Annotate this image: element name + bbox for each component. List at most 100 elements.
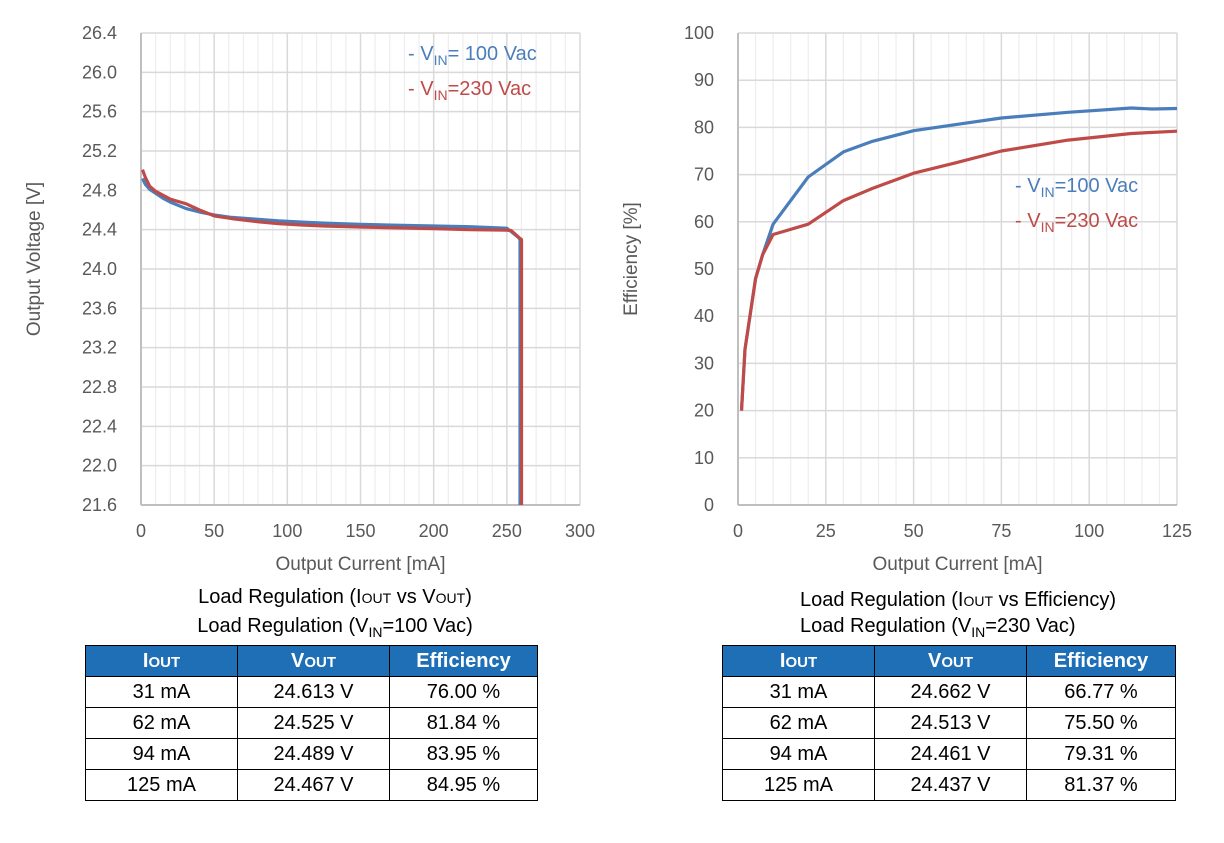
legend-entry-vin-230: - VIN=230 Vac	[408, 78, 531, 103]
header-efficiency: Efficiency	[389, 645, 538, 677]
cell-iout: 94 mA	[85, 738, 238, 770]
x-tick-label: 150	[345, 521, 375, 541]
x-tick-label: 75	[991, 521, 1011, 541]
y-tick-label: 23.6	[82, 298, 117, 318]
caption-text: vs	[391, 586, 423, 608]
x-tick-label: 50	[204, 521, 224, 541]
legend-text: - V	[1015, 210, 1041, 232]
caption-smallcaps: OUT	[963, 593, 994, 609]
header-text: I	[142, 649, 149, 672]
header-vout: VOUT	[874, 645, 1027, 677]
cell-vout: 24.489 V	[237, 738, 390, 770]
cell-vout: 24.525 V	[237, 707, 390, 739]
caption-subscript: IN	[368, 624, 383, 640]
table-row: 125 mA 24.467 V 84.95 %	[85, 769, 538, 801]
right-caption-line1: Load Regulation (IOUT vs Efficiency)	[722, 589, 1222, 612]
table-row: 125 mA 24.437 V 81.37 %	[722, 769, 1176, 801]
x-axis-label: Output Current [mA]	[275, 554, 445, 575]
x-tick-label: 50	[904, 521, 924, 541]
cell-efficiency: 76.00 %	[389, 676, 538, 708]
y-tick-label: 22.0	[82, 456, 117, 476]
x-tick-label: 0	[136, 521, 146, 541]
cell-efficiency: 75.50 %	[1026, 707, 1176, 739]
cell-efficiency: 79.31 %	[1026, 738, 1176, 770]
caption-text: )	[465, 586, 472, 608]
x-tick-label: 25	[816, 521, 836, 541]
cell-vout: 24.662 V	[874, 676, 1027, 708]
x-tick-label: 125	[1162, 521, 1192, 541]
legend-entry-vin-100: - VIN=100 Vac	[1015, 175, 1138, 200]
cell-vout: 24.461 V	[874, 738, 1027, 770]
table-header-row: IOUT VOUT Efficiency	[722, 645, 1176, 677]
y-tick-label: 40	[694, 306, 714, 326]
y-tick-label: 21.6	[82, 495, 117, 515]
load-regulation-table-100vac: IOUT VOUT Efficiency 31 mA 24.613 V 76.00 …	[85, 645, 538, 801]
legend-text: =230 Vac	[1055, 210, 1139, 232]
y-tick-label: 24.4	[82, 220, 117, 240]
y-tick-label: 22.4	[82, 416, 117, 436]
table-row: 94 mA 24.461 V 79.31 %	[722, 738, 1176, 770]
y-tick-label: 30	[694, 353, 714, 373]
header-smallcaps: OUT	[148, 653, 181, 671]
legend-subscript: IN	[434, 87, 448, 103]
cell-vout: 24.513 V	[874, 707, 1027, 739]
y-tick-label: 25.2	[82, 141, 117, 161]
efficiency-chart: 0 10 20 30 40 50 60 70 80 90 100 0 25 50 75 100 125 Outpu…	[621, 23, 1192, 575]
x-tick-label: 200	[419, 521, 449, 541]
series-line-vin-100	[739, 106, 1178, 411]
y-tick-label: 0	[704, 495, 714, 515]
y-tick-label: 100	[684, 23, 714, 43]
cell-iout: 62 mA	[85, 707, 238, 739]
header-iout: IOUT	[85, 645, 238, 677]
header-efficiency: Efficiency	[1026, 645, 1176, 677]
table-row: 62 mA 24.513 V 75.50 %	[722, 707, 1176, 739]
table-row: 62 mA 24.525 V 81.84 %	[85, 707, 538, 739]
caption-text: vs Efficiency)	[993, 589, 1117, 611]
header-text: V	[290, 649, 305, 672]
header-smallcaps: OUT	[941, 653, 973, 671]
caption-text: I	[356, 586, 362, 608]
y-tick-label: 80	[694, 117, 714, 137]
x-tick-label: 100	[272, 521, 302, 541]
series-line-vin-230	[739, 129, 1178, 411]
header-smallcaps: OUT	[304, 653, 336, 671]
header-iout: IOUT	[722, 645, 875, 677]
load-regulation-table-230vac: IOUT VOUT Efficiency 31 mA 24.662 V 66.77 …	[722, 645, 1176, 801]
legend-text: = 100 Vac	[448, 43, 537, 65]
x-tick-label: 250	[492, 521, 522, 541]
cell-vout: 24.437 V	[874, 769, 1027, 801]
y-tick-label: 70	[694, 165, 714, 185]
legend-entry-vin-100: - VIN= 100 Vac	[408, 43, 537, 68]
legend-text: =230 Vac	[448, 78, 532, 100]
caption-text: I	[957, 589, 964, 611]
y-tick-label: 90	[694, 70, 714, 90]
header-smallcaps: OUT	[785, 653, 818, 671]
cell-efficiency: 83.95 %	[389, 738, 538, 770]
legend-text: - V	[1015, 175, 1041, 197]
series-line-vin-230	[141, 169, 524, 505]
legend-text: - V	[408, 78, 434, 100]
y-tick-label: 50	[694, 259, 714, 279]
cell-iout: 125 mA	[722, 769, 875, 801]
cell-iout: 31 mA	[85, 676, 238, 708]
caption-text: Load Regulation (V	[800, 615, 972, 637]
cell-iout: 125 mA	[85, 769, 238, 801]
cell-efficiency: 81.84 %	[389, 707, 538, 739]
header-text: V	[927, 649, 942, 672]
caption-smallcaps: OUT	[361, 590, 392, 606]
caption-text: =100 Vac)	[382, 615, 473, 637]
y-tick-label: 22.8	[82, 377, 117, 397]
left-caption-line1: Load Regulation (IOUT vs VOUT)	[85, 586, 585, 609]
header-text: I	[779, 649, 786, 672]
table-row: 31 mA 24.613 V 76.00 %	[85, 676, 538, 708]
legend-subscript: IN	[1041, 184, 1055, 200]
cell-efficiency: 66.77 %	[1026, 676, 1176, 708]
cell-iout: 31 mA	[722, 676, 875, 708]
y-axis-label: Output Voltage [V]	[24, 182, 45, 336]
table-row: 31 mA 24.662 V 66.77 %	[722, 676, 1176, 708]
caption-text: V	[422, 586, 436, 608]
cell-vout: 24.467 V	[237, 769, 390, 801]
efficiency-grid	[737, 32, 1178, 506]
table-row: 94 mA 24.489 V 83.95 %	[85, 738, 538, 770]
y-tick-label: 24.0	[82, 259, 117, 279]
